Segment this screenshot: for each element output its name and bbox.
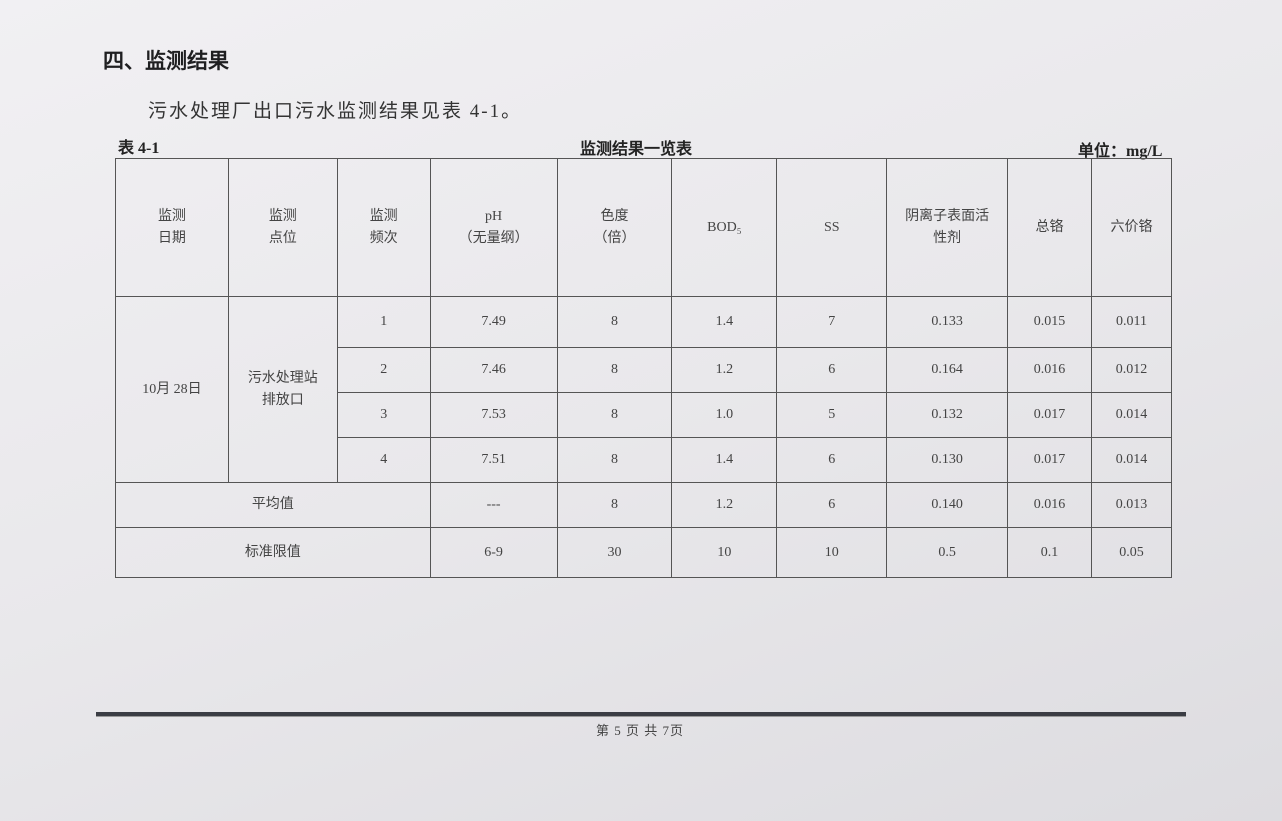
data-cell: 1.2 [671, 347, 778, 393]
data-cell: 8 [556, 482, 673, 528]
footer-rule [96, 712, 1186, 717]
data-cell: 3 [336, 392, 431, 438]
data-cell: 0.011 [1091, 296, 1172, 348]
data-cell: --- [429, 482, 558, 528]
data-cell: 6 [776, 437, 888, 483]
limit-row-label: 标准限值 [115, 527, 431, 578]
column-header-line: 日期 [157, 230, 186, 246]
data-cell: 0.05 [1091, 527, 1172, 578]
column-header-line: 监测 [268, 208, 297, 224]
column-header-line: 点位 [268, 230, 297, 246]
column-header-line: 总铬 [1035, 219, 1064, 235]
column-header-line: pH [485, 208, 503, 224]
location-cell-line: 排放口 [261, 392, 304, 408]
intro-paragraph: 污水处理厂出口污水监测结果见表 4-1。 [148, 101, 523, 122]
column-header-line: 监测 [369, 208, 398, 224]
data-cell: 0.130 [886, 437, 1009, 483]
data-cell: 0.140 [886, 482, 1009, 528]
data-cell: 1.2 [671, 482, 778, 528]
data-cell: 7.51 [429, 437, 558, 483]
header-row: 监测 日期 监测 点位 监测 频次 pH （无量纲） 色度 （倍） BOD₅ SS 阴离子表面活 性剂 总铬… [115, 158, 1172, 297]
data-cell: 0.5 [886, 527, 1009, 578]
column-header: 六价铬 [1091, 158, 1172, 297]
data-cell: 0.132 [886, 392, 1009, 438]
data-cell: 30 [556, 527, 673, 578]
data-cell: 6 [776, 482, 888, 528]
section-title: 四、监测结果 [103, 49, 229, 73]
data-cell: 1.4 [671, 296, 778, 348]
data-cell: 6 [776, 347, 888, 393]
column-header-line: 色度 [600, 208, 629, 224]
data-cell: 7.46 [429, 347, 558, 393]
data-cell: 6-9 [429, 527, 558, 578]
data-cell: 0.014 [1091, 437, 1172, 483]
average-row: 平均值 --- 8 1.2 6 0.140 0.016 0.013 [115, 482, 1172, 528]
data-cell: 5 [776, 392, 888, 438]
table-row: 3 7.53 8 1.0 5 0.132 0.017 0.014 [116, 392, 1172, 438]
average-row-label: 平均值 [115, 482, 431, 528]
data-cell: 0.016 [1007, 482, 1092, 528]
location-cell: 污水处理站 排放口 [227, 296, 338, 483]
data-cell: 10 [776, 527, 888, 578]
data-cell: 1 [336, 296, 431, 348]
data-cell: 7.49 [429, 296, 558, 348]
location-cell-line: 污水处理站 [247, 370, 318, 386]
table-row: 4 7.51 8 1.4 6 0.130 0.017 0.014 [116, 437, 1172, 483]
table-row: 2 7.46 8 1.2 6 0.164 0.016 0.012 [116, 347, 1172, 393]
table-unit: 单位：mg/L [1078, 143, 1163, 160]
data-cell: 10 [671, 527, 778, 578]
data-cell: 2 [336, 347, 431, 393]
column-header-line: 性剂 [933, 230, 962, 246]
data-cell: 0.1 [1007, 527, 1092, 578]
table-row: 10月 28日 污水处理站 排放口 1 7.49 8 1.4 7 0.133 0.015 0.011 [115, 296, 1172, 483]
data-cell: 7.53 [429, 392, 558, 438]
data-cell: 0.133 [886, 296, 1009, 348]
data-cell: 7 [776, 296, 888, 348]
column-header: BOD₅ [671, 158, 778, 297]
data-cell: 0.017 [1007, 437, 1092, 483]
data-cell: 0.014 [1091, 392, 1172, 438]
data-cell: 0.015 [1007, 296, 1092, 348]
page-number: 第 5 页 共 7页 [596, 723, 685, 738]
data-cell: 0.017 [1007, 392, 1092, 438]
column-header-line: 频次 [369, 230, 398, 246]
table-label: 表 4-1 [118, 140, 160, 157]
column-header: pH （无量纲） [429, 158, 558, 297]
column-header: 总铬 [1007, 158, 1092, 297]
column-header-line: 六价铬 [1110, 219, 1153, 235]
data-cell: 0.016 [1007, 347, 1092, 393]
data-cell: 1.4 [671, 437, 778, 483]
limit-row: 标准限值 6-9 30 10 10 0.5 0.1 0.05 [115, 527, 1172, 578]
column-header-line: 阴离子表面活 [905, 208, 990, 224]
data-cell: 8 [556, 296, 673, 348]
column-header: 监测 点位 [227, 158, 338, 297]
table-caption: 监测结果一览表 [580, 141, 693, 158]
data-cell: 8 [556, 347, 673, 393]
column-header-line: 监测 [157, 208, 186, 224]
column-header: 监测 日期 [115, 158, 229, 297]
column-header: 监测 频次 [336, 158, 431, 297]
column-header: SS [776, 158, 888, 297]
column-header-line: BOD₅ [707, 219, 742, 235]
data-cell: 1.0 [671, 392, 778, 438]
data-cell: 0.013 [1091, 482, 1172, 528]
data-cell: 0.012 [1091, 347, 1172, 393]
column-header: 色度 （倍） [556, 158, 673, 297]
date-cell: 10月 28日 [115, 296, 229, 483]
column-header-line: （无量纲） [458, 230, 529, 246]
results-table: 监测 日期 监测 点位 监测 频次 pH （无量纲） 色度 （倍） BOD₅ SS 阴离子表面活 性剂 总铬… [115, 158, 1172, 578]
data-cell: 4 [336, 437, 431, 483]
column-header: 阴离子表面活 性剂 [886, 158, 1009, 297]
data-cell: 8 [556, 437, 673, 483]
data-cell: 0.164 [886, 347, 1009, 393]
data-cell: 8 [556, 392, 673, 438]
column-header-line: SS [823, 219, 840, 235]
column-header-line: （倍） [593, 230, 636, 246]
